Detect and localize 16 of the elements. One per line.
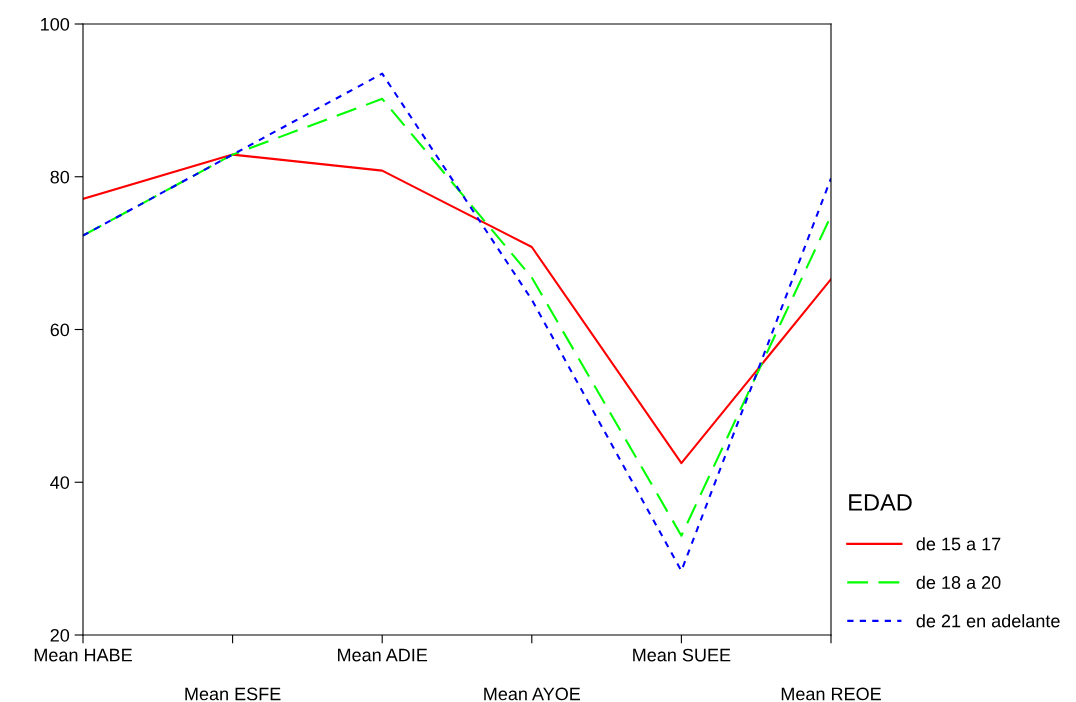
legend-label: de 18 a 20 <box>916 575 1001 589</box>
x-tick-label: Mean HABE <box>34 648 132 662</box>
line-series <box>83 153 831 465</box>
x-tick-label: Mean REOE <box>781 687 881 701</box>
y-tick-label: 40 <box>50 476 70 489</box>
y-tick-label: 100 <box>41 17 70 31</box>
x-tick-label: Mean ADIE <box>338 648 428 662</box>
y-tick-label: 20 <box>50 628 70 642</box>
legend-title: EDAD <box>849 494 912 511</box>
y-tick-label: 60 <box>50 323 70 337</box>
legend-label: de 15 a 17 <box>916 537 1001 551</box>
legend-label: de 21 en adelante <box>916 614 1060 628</box>
x-tick-label: Mean SUEE <box>633 648 731 662</box>
x-tick-label: Mean ESFE <box>185 687 281 701</box>
x-tick-label: Mean AYOE <box>484 687 581 701</box>
y-tick-label: 80 <box>50 170 70 184</box>
